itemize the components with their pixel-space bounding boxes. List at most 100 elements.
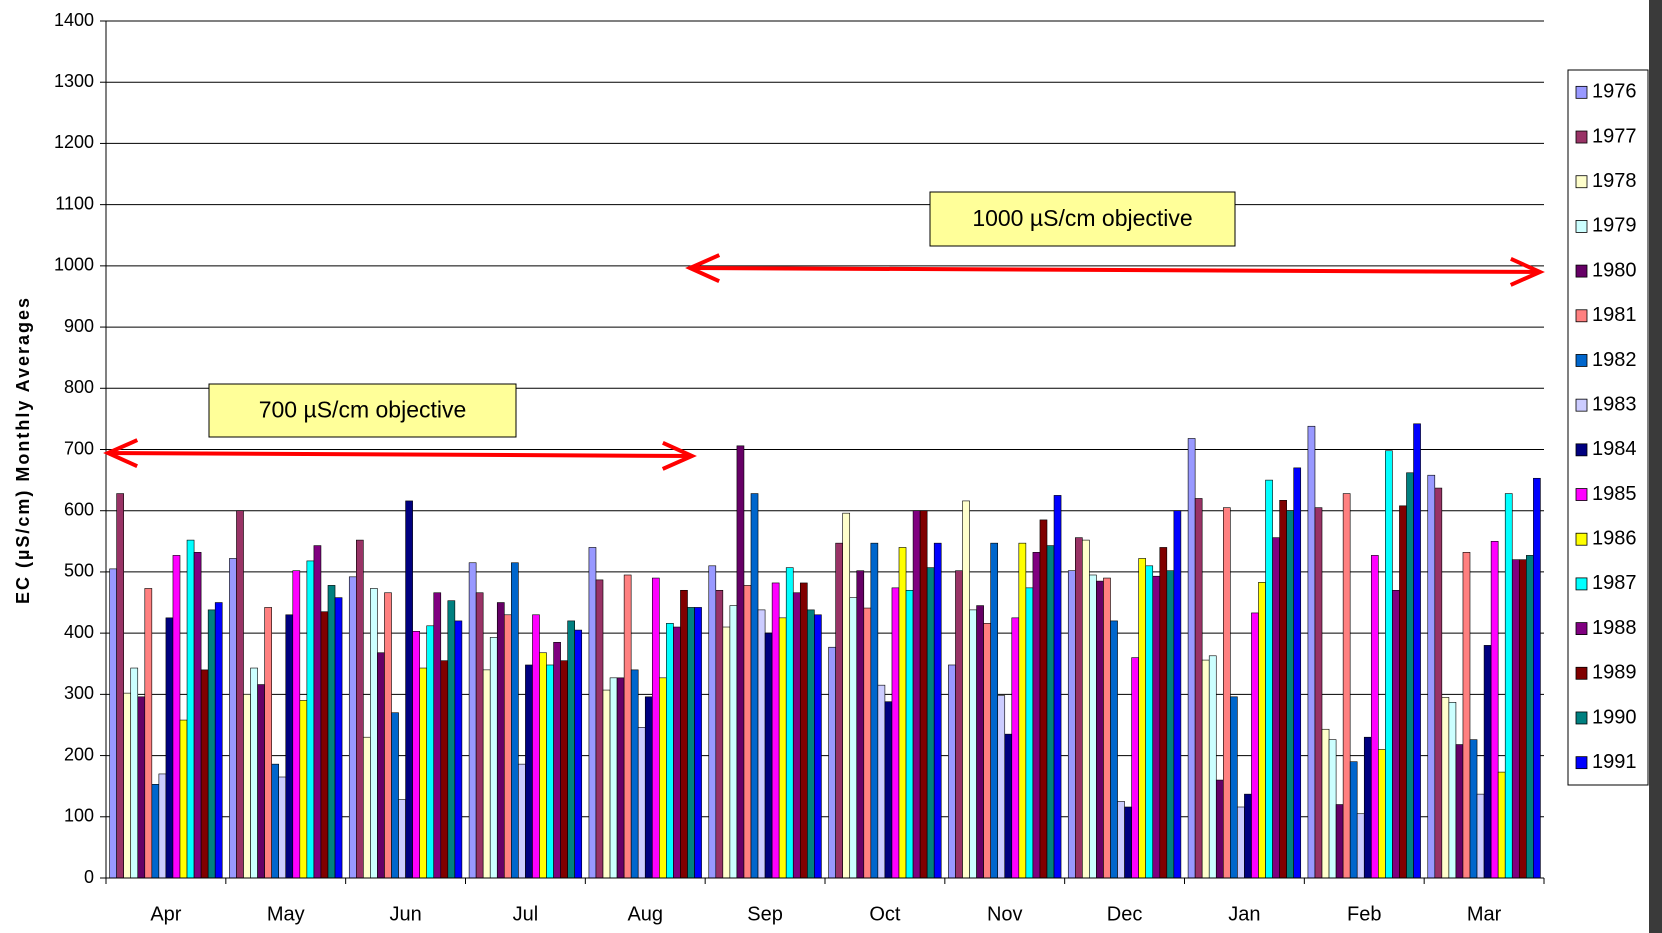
y-tick-label: 400: [64, 622, 94, 642]
bar: [264, 607, 272, 879]
bar: [1075, 537, 1083, 879]
bar: [1476, 793, 1485, 879]
bar: [778, 617, 787, 879]
bar: [384, 592, 392, 879]
legend-label: 1990: [1592, 706, 1637, 728]
bar: [743, 585, 752, 879]
bar: [229, 558, 237, 879]
bar: [546, 664, 554, 879]
legend-swatch: [1575, 220, 1588, 233]
bar: [799, 582, 808, 879]
bar: [130, 667, 139, 879]
bar: [278, 776, 287, 879]
bar: [172, 555, 181, 879]
bar: [1201, 659, 1210, 879]
bar: [912, 510, 921, 879]
bar: [722, 626, 731, 879]
bar: [1166, 570, 1175, 879]
bar: [969, 609, 977, 879]
bar: [849, 597, 858, 879]
bar: [842, 512, 851, 879]
y-tick-label: 700: [64, 438, 94, 458]
bar: [1293, 467, 1302, 879]
legend-label: 1979: [1592, 215, 1637, 237]
x-tick-label: Jun: [389, 903, 421, 925]
bar: [637, 727, 646, 879]
bar: [1265, 479, 1273, 879]
legend-label: 1991: [1592, 751, 1637, 773]
bar: [919, 510, 928, 879]
bar: [1469, 739, 1478, 879]
bar: [1011, 617, 1020, 879]
bar: [334, 597, 343, 879]
legend-label: 1987: [1592, 572, 1637, 594]
bar: [363, 736, 371, 879]
legend-label: 1984: [1592, 438, 1637, 460]
y-tick-label: 100: [64, 806, 94, 826]
objective-arrow: [107, 451, 693, 458]
bar: [489, 637, 498, 879]
y-tick-label: 200: [64, 744, 94, 764]
bar: [680, 589, 688, 879]
bar: [666, 623, 674, 879]
bar: [644, 696, 653, 879]
bar: [1082, 539, 1090, 879]
bar: [1258, 582, 1266, 879]
bar: [1251, 612, 1259, 879]
legend-box: [1567, 69, 1649, 786]
bar: [285, 614, 294, 879]
legend-swatch: [1575, 443, 1588, 457]
bar: [200, 669, 209, 879]
bar: [807, 609, 815, 879]
legend-label: 1980: [1592, 259, 1637, 281]
bar: [1286, 510, 1294, 879]
bar: [962, 500, 970, 879]
bar: [419, 667, 428, 879]
bar: [835, 542, 843, 879]
bar: [292, 570, 301, 879]
x-tick-label: Feb: [1347, 903, 1381, 925]
x-tick-label: Dec: [1107, 903, 1143, 925]
bar: [1103, 577, 1111, 879]
bar: [1455, 744, 1464, 879]
bar: [1053, 495, 1062, 879]
bar: [1230, 696, 1238, 879]
bar: [299, 700, 308, 879]
legend-swatch: [1575, 488, 1588, 501]
bar: [1448, 702, 1457, 879]
legend-label: 1985: [1592, 483, 1637, 505]
bar: [553, 642, 561, 879]
bar: [990, 542, 999, 879]
arrow-head: [103, 438, 139, 469]
bar: [694, 607, 702, 879]
bar: [877, 684, 886, 879]
bar: [863, 607, 872, 879]
bar: [482, 669, 491, 879]
bar: [496, 602, 505, 879]
bar: [137, 696, 146, 879]
bar: [884, 701, 893, 879]
y-tick-label: 1300: [54, 71, 94, 91]
arrow-head: [685, 253, 721, 284]
legend-swatch: [1575, 622, 1588, 635]
legend-label: 1988: [1592, 617, 1637, 639]
bar: [1138, 558, 1147, 879]
bar: [588, 547, 597, 879]
legend-label: 1989: [1592, 662, 1637, 684]
legend-swatch: [1575, 354, 1588, 367]
bar: [179, 719, 188, 879]
bar: [377, 652, 385, 879]
bar: [1096, 580, 1104, 879]
bar: [750, 493, 759, 879]
y-tick-label: 1400: [54, 10, 94, 30]
bar: [926, 567, 935, 879]
slide-edge: [1649, 0, 1662, 933]
bar: [567, 620, 575, 879]
bar: [250, 667, 258, 879]
bar: [207, 609, 216, 879]
bar: [814, 614, 822, 879]
bar: [1427, 474, 1436, 879]
x-tick-label: Sep: [747, 903, 783, 925]
legend-label: 1983: [1592, 393, 1637, 415]
bar: [151, 784, 160, 879]
